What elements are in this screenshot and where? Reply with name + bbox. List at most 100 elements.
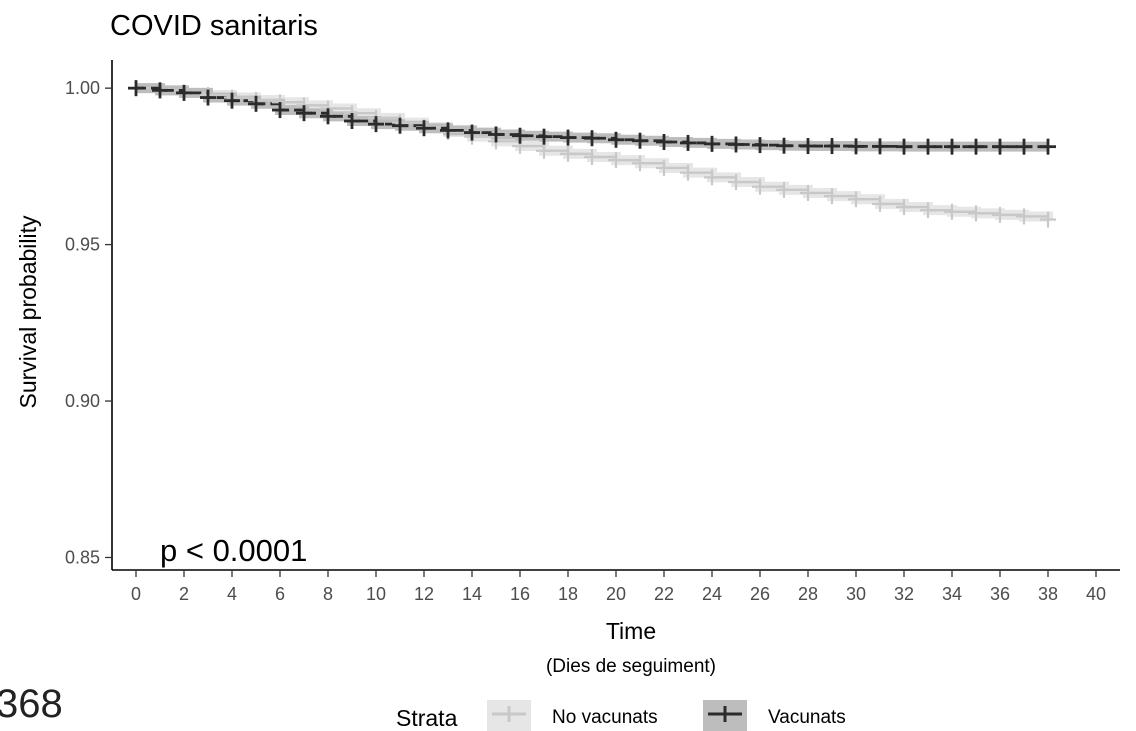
censor-mark-vacunats <box>848 138 864 155</box>
censor-mark-no-vacunats <box>752 178 768 195</box>
y-tick-label: 0.85 <box>65 547 100 567</box>
censor-mark-vacunats <box>704 135 720 152</box>
censor-mark-vacunats <box>392 117 408 134</box>
censor-mark-vacunats <box>464 124 480 141</box>
y-axis-ticks: 0.85 0.90 0.95 1.00 <box>65 78 112 567</box>
censor-mark-vacunats <box>968 138 984 155</box>
censor-mark-vacunats <box>992 138 1008 155</box>
x-tick-label: 36 <box>990 584 1010 604</box>
legend: Strata No vacunats Vacunats <box>396 700 846 731</box>
x-tick-label: 40 <box>1086 584 1106 604</box>
x-tick-label: 16 <box>510 584 530 604</box>
x-tick-label: 20 <box>606 584 626 604</box>
censor-mark-no-vacunats <box>944 203 960 220</box>
y-axis-title: Survival probability <box>15 215 41 409</box>
censor-mark-vacunats <box>920 138 936 155</box>
legend-label-no-vacunats: No vacunats <box>552 707 658 728</box>
censor-mark-vacunats <box>1040 138 1056 155</box>
x-tick-label: 18 <box>558 584 578 604</box>
censor-mark-vacunats <box>416 120 432 137</box>
x-tick-label: 24 <box>702 584 722 604</box>
censor-mark-vacunats <box>344 113 360 130</box>
censor-mark-no-vacunats <box>896 199 912 216</box>
censor-mark-no-vacunats <box>680 164 696 181</box>
x-tick-label: 30 <box>846 584 866 604</box>
x-tick-label: 32 <box>894 584 914 604</box>
x-tick-label: 10 <box>366 584 386 604</box>
censor-mark-no-vacunats <box>992 206 1008 223</box>
censor-mark-no-vacunats <box>920 202 936 219</box>
censor-mark-vacunats <box>632 132 648 149</box>
censor-mark-vacunats <box>536 128 552 145</box>
corner-fragment-text: 368 <box>0 682 63 726</box>
censor-mark-no-vacunats <box>872 195 888 212</box>
censor-mark-no-vacunats <box>584 148 600 165</box>
censor-mark-no-vacunats <box>800 184 816 201</box>
x-tick-label: 28 <box>798 584 818 604</box>
censor-mark-vacunats <box>608 131 624 148</box>
censor-mark-vacunats <box>128 80 144 97</box>
censor-mark-vacunats <box>176 84 192 101</box>
x-tick-label: 22 <box>654 584 674 604</box>
censor-mark-no-vacunats <box>632 155 648 172</box>
censor-mark-no-vacunats <box>656 159 672 176</box>
y-tick-label: 0.95 <box>65 235 100 255</box>
censor-mark-no-vacunats <box>728 174 744 191</box>
censor-mark-vacunats <box>1016 138 1032 155</box>
censor-mark-vacunats <box>488 126 504 143</box>
x-axis-subtitle: (Dies de seguiment) <box>546 656 716 677</box>
censor-mark-no-vacunats <box>824 188 840 205</box>
censor-mark-vacunats <box>440 122 456 139</box>
chart-title: COVID sanitaris <box>110 10 318 42</box>
censor-mark-vacunats <box>560 129 576 146</box>
x-tick-label: 2 <box>179 584 189 604</box>
censor-mark-no-vacunats <box>560 145 576 162</box>
censor-mark-no-vacunats <box>1040 211 1056 228</box>
y-tick-label: 1.00 <box>65 78 100 98</box>
censor-mark-vacunats <box>296 105 312 122</box>
x-tick-label: 26 <box>750 584 770 604</box>
censor-mark-vacunats <box>200 89 216 106</box>
censor-mark-vacunats <box>368 116 384 133</box>
censor-mark-vacunats <box>728 136 744 153</box>
legend-title: Strata <box>396 705 458 731</box>
y-tick-label: 0.90 <box>65 391 100 411</box>
censor-mark-vacunats <box>248 95 264 112</box>
legend-label-vacunats: Vacunats <box>768 707 846 728</box>
x-tick-label: 38 <box>1038 584 1058 604</box>
censor-mark-vacunats <box>872 138 888 155</box>
x-tick-label: 6 <box>275 584 285 604</box>
censor-mark-vacunats <box>272 102 288 119</box>
censor-mark-no-vacunats <box>776 181 792 198</box>
x-tick-label: 34 <box>942 584 962 604</box>
censor-mark-no-vacunats <box>968 205 984 222</box>
censor-mark-no-vacunats <box>608 152 624 169</box>
x-tick-label: 12 <box>414 584 434 604</box>
censor-mark-no-vacunats <box>536 142 552 159</box>
censor-mark-vacunats <box>656 133 672 150</box>
x-axis-ticks: 0 2 4 6 8 10 12 14 16 18 20 22 24 26 28 30 32 34 36 38 40 <box>131 570 1106 604</box>
censor-mark-vacunats <box>680 134 696 151</box>
censor-mark-no-vacunats <box>848 191 864 208</box>
censor-mark-vacunats <box>824 138 840 155</box>
x-tick-label: 14 <box>462 584 482 604</box>
x-tick-label: 4 <box>227 584 237 604</box>
censor-mark-vacunats <box>944 138 960 155</box>
censor-mark-vacunats <box>152 82 168 99</box>
p-value-annotation: p < 0.0001 <box>160 533 307 568</box>
x-tick-label: 8 <box>323 584 333 604</box>
censor-marks <box>128 80 1056 228</box>
x-tick-label: 0 <box>131 584 141 604</box>
censor-mark-no-vacunats <box>704 169 720 186</box>
censor-mark-vacunats <box>776 137 792 154</box>
censor-mark-vacunats <box>584 130 600 147</box>
censor-mark-vacunats <box>224 92 240 109</box>
censor-mark-vacunats <box>896 138 912 155</box>
censor-mark-vacunats <box>752 137 768 154</box>
censor-mark-vacunats <box>320 108 336 125</box>
censor-mark-vacunats <box>800 138 816 155</box>
censor-mark-no-vacunats <box>1016 208 1032 225</box>
censor-mark-vacunats <box>512 127 528 144</box>
x-axis-title: Time <box>606 618 656 644</box>
